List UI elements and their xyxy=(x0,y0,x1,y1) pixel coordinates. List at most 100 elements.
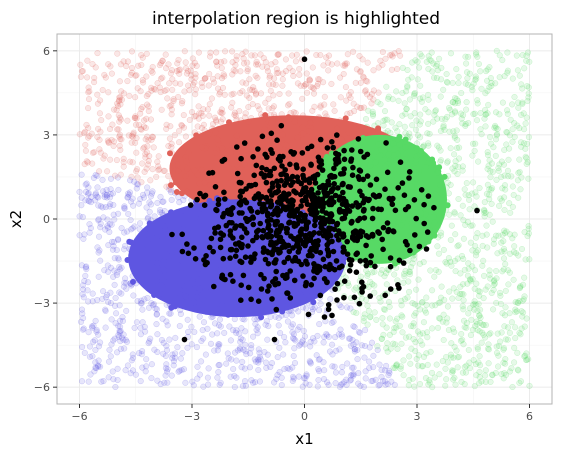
background-point xyxy=(454,66,460,72)
background-point xyxy=(456,80,462,86)
background-point xyxy=(209,96,215,102)
background-point xyxy=(525,50,531,56)
background-point xyxy=(199,80,205,86)
background-point xyxy=(101,215,107,221)
background-point xyxy=(479,131,485,137)
background-point xyxy=(356,329,362,335)
background-point xyxy=(510,126,516,132)
interpolation-point xyxy=(207,198,213,204)
background-point xyxy=(87,89,93,95)
interpolation-point xyxy=(377,167,383,173)
observed-point xyxy=(211,284,217,290)
background-point xyxy=(189,109,195,115)
interpolation-point xyxy=(276,144,282,150)
background-point xyxy=(175,61,181,67)
interpolation-point xyxy=(440,189,446,195)
background-point xyxy=(430,69,436,75)
observed-point xyxy=(301,176,307,182)
background-point xyxy=(516,368,522,374)
background-point xyxy=(329,342,335,348)
background-point xyxy=(429,384,435,390)
interpolation-point xyxy=(409,184,415,190)
background-point xyxy=(280,352,286,358)
background-point xyxy=(515,178,521,184)
interpolation-point xyxy=(234,133,240,139)
interpolation-point xyxy=(170,162,176,168)
background-point xyxy=(424,295,430,301)
background-point xyxy=(338,304,344,310)
background-point xyxy=(299,340,305,346)
interpolation-point xyxy=(338,136,344,142)
background-point xyxy=(382,307,388,313)
background-point xyxy=(107,347,113,353)
background-point xyxy=(449,355,455,361)
background-point xyxy=(125,118,131,124)
background-point xyxy=(511,243,517,249)
background-point xyxy=(200,327,206,333)
interpolation-point xyxy=(425,239,431,245)
background-point xyxy=(477,185,483,191)
interpolation-point xyxy=(167,150,173,156)
background-point xyxy=(177,81,183,87)
background-point xyxy=(493,268,499,274)
background-point xyxy=(189,342,195,348)
background-point xyxy=(321,340,327,346)
background-point xyxy=(466,311,472,317)
interpolation-point xyxy=(160,266,166,272)
observed-point xyxy=(251,173,257,179)
background-point xyxy=(512,325,518,331)
interpolation-point xyxy=(353,126,359,132)
background-point xyxy=(116,98,122,104)
background-point xyxy=(526,231,532,237)
observed-point xyxy=(282,196,288,202)
observed-point xyxy=(202,202,208,208)
background-point xyxy=(492,123,498,129)
background-point xyxy=(461,307,467,313)
observed-point xyxy=(326,302,332,308)
background-point xyxy=(354,340,360,346)
background-point xyxy=(285,319,291,325)
background-point xyxy=(360,57,366,63)
observed-point xyxy=(274,205,280,211)
interpolation-point xyxy=(169,253,175,259)
background-point xyxy=(474,97,480,103)
background-point xyxy=(132,94,138,100)
observed-point xyxy=(300,166,306,172)
background-point xyxy=(509,365,515,371)
observed-point xyxy=(361,208,367,214)
background-point xyxy=(358,274,364,280)
background-point xyxy=(504,129,510,135)
observed-point xyxy=(358,228,364,234)
observed-point xyxy=(361,284,367,290)
background-point xyxy=(440,87,446,93)
background-point xyxy=(95,332,101,338)
observed-point xyxy=(278,172,284,178)
background-point xyxy=(483,68,489,74)
background-point xyxy=(169,197,175,203)
background-point xyxy=(107,201,113,207)
observed-point xyxy=(248,254,254,260)
observed-point xyxy=(391,229,397,235)
background-point xyxy=(454,145,460,151)
observed-point xyxy=(353,228,359,234)
background-point xyxy=(468,240,474,246)
background-point xyxy=(520,314,526,320)
interpolation-point xyxy=(125,257,131,263)
background-point xyxy=(441,247,447,253)
background-point xyxy=(384,282,390,288)
background-point xyxy=(253,321,259,327)
background-point xyxy=(189,324,195,330)
observed-point xyxy=(395,185,401,191)
observed-point xyxy=(348,158,354,164)
background-point xyxy=(114,157,120,163)
background-point xyxy=(462,324,468,330)
background-point xyxy=(195,376,201,382)
observed-point xyxy=(340,216,346,222)
background-point xyxy=(406,377,412,383)
observed-point xyxy=(357,176,363,182)
background-point xyxy=(220,85,226,91)
background-point xyxy=(195,364,201,370)
background-point xyxy=(128,217,134,223)
observed-point xyxy=(334,297,340,303)
observed-point xyxy=(207,245,213,251)
